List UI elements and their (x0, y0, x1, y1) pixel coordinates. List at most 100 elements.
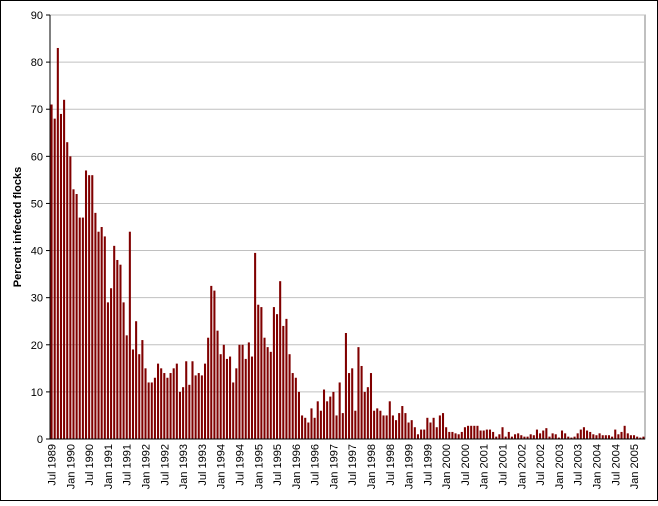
bar (379, 410, 382, 439)
y-tick-label: 70 (31, 104, 43, 116)
bar (272, 307, 275, 439)
x-tick-label: Jul 1991 (122, 444, 134, 486)
bar (166, 377, 169, 439)
bar (319, 410, 322, 439)
bar (473, 425, 476, 439)
bar (410, 420, 413, 439)
y-tick-label: 0 (37, 434, 43, 446)
x-tick-label: Jan 2005 (629, 444, 641, 489)
bar (229, 356, 232, 439)
bar (398, 413, 401, 439)
bar (548, 436, 551, 439)
x-tick-label: Jan 1999 (404, 444, 416, 489)
bar (106, 302, 109, 439)
bar (81, 217, 84, 439)
bar (222, 344, 225, 439)
bar (78, 217, 81, 439)
bar (182, 387, 185, 439)
x-tick-label: Jan 1994 (216, 444, 228, 489)
bar (510, 436, 513, 439)
bar (116, 259, 119, 439)
bar (629, 435, 632, 439)
x-tick-label: Jan 1991 (103, 444, 115, 489)
bar (388, 401, 391, 439)
bar (322, 389, 326, 439)
bar (357, 347, 360, 439)
bar (263, 337, 266, 439)
bar (626, 433, 629, 439)
bar (150, 382, 153, 439)
x-tick-label: Jul 1990 (84, 444, 96, 486)
bar (554, 434, 557, 439)
bar (438, 415, 441, 439)
bar (495, 436, 498, 439)
bar (235, 368, 238, 439)
bar (617, 434, 620, 439)
bar (492, 431, 495, 439)
bar (382, 415, 385, 439)
bar (592, 434, 595, 439)
bar (254, 252, 257, 439)
bar (407, 422, 410, 439)
bar (488, 429, 492, 439)
bar (307, 422, 310, 439)
bar (69, 156, 72, 440)
bar (504, 436, 507, 439)
bar (225, 358, 228, 439)
bar (582, 427, 585, 439)
bar (97, 231, 100, 439)
bar (219, 354, 222, 439)
bar (122, 302, 125, 439)
bar (288, 354, 291, 439)
y-tick-label: 80 (31, 57, 43, 69)
bar (203, 363, 207, 439)
bar (232, 382, 235, 439)
bar (213, 290, 216, 439)
bar (56, 47, 59, 439)
x-tick-label: Jan 1997 (328, 444, 340, 489)
bar (426, 417, 429, 439)
bar (507, 431, 510, 439)
bar (294, 377, 297, 439)
bar (282, 325, 285, 439)
bar (197, 373, 200, 439)
bar (313, 417, 316, 439)
bar (604, 435, 607, 439)
bar (441, 413, 445, 439)
bar (435, 427, 438, 439)
bar (623, 425, 626, 439)
bar (200, 375, 203, 439)
bar (432, 417, 435, 439)
bar (141, 340, 144, 439)
bar (175, 363, 178, 439)
bar (172, 368, 175, 439)
bar (607, 435, 611, 439)
bar (373, 410, 376, 439)
plot-area (49, 14, 646, 440)
bar (539, 433, 542, 439)
x-tick-label: Jan 1996 (291, 444, 303, 489)
bar (354, 410, 357, 439)
bar (514, 434, 517, 439)
bar (341, 413, 344, 439)
bar (247, 342, 250, 439)
bar (84, 170, 88, 439)
bar (185, 361, 188, 439)
bar (50, 104, 53, 439)
bar (586, 430, 589, 439)
x-tick-label: Jan 2001 (479, 444, 491, 489)
bar (413, 427, 416, 439)
bar (169, 373, 172, 439)
bar (445, 427, 448, 439)
bar (485, 429, 488, 439)
bar (326, 401, 329, 439)
bar (88, 175, 91, 439)
x-tick-label: Jul 1994 (234, 444, 246, 486)
x-tick-label: Jul 2002 (535, 444, 547, 486)
bar (429, 422, 432, 439)
bar (385, 415, 388, 439)
bar (310, 408, 313, 439)
bar (297, 391, 300, 439)
bar (332, 391, 335, 439)
